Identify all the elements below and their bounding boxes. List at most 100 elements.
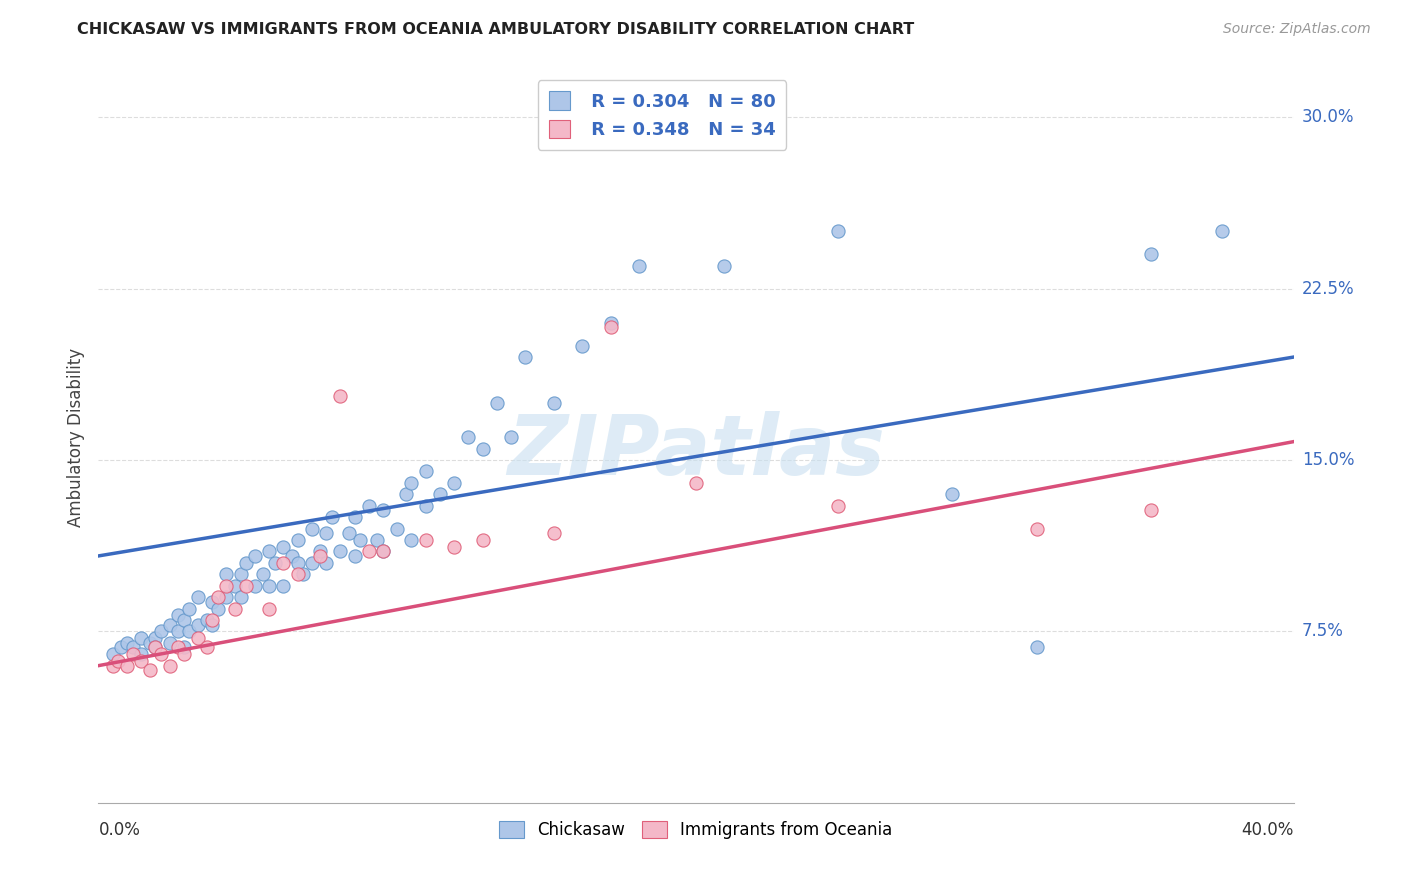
Point	[1140, 247, 1163, 261]
Point	[599, 316, 621, 330]
Point	[107, 654, 129, 668]
Point	[941, 487, 963, 501]
Point	[543, 396, 565, 410]
Text: ZIPatlas: ZIPatlas	[508, 411, 884, 492]
Point	[173, 640, 195, 655]
Point	[179, 601, 201, 615]
Point	[257, 601, 280, 615]
Point	[329, 389, 352, 403]
Point	[457, 430, 479, 444]
Text: 0.0%: 0.0%	[98, 821, 141, 839]
Point	[628, 259, 651, 273]
Point	[415, 464, 437, 478]
Point	[329, 544, 352, 558]
Point	[121, 640, 143, 655]
Point	[471, 533, 494, 547]
Text: 7.5%: 7.5%	[1302, 623, 1344, 640]
Point	[287, 567, 309, 582]
Point	[138, 663, 160, 677]
Point	[215, 579, 238, 593]
Point	[101, 658, 124, 673]
Point	[121, 647, 143, 661]
Point	[243, 549, 266, 563]
Point	[129, 654, 152, 668]
Point	[201, 613, 224, 627]
Point	[443, 475, 465, 490]
Text: 15.0%: 15.0%	[1302, 451, 1354, 469]
Point	[159, 636, 181, 650]
Point	[543, 526, 565, 541]
Point	[515, 350, 537, 364]
Point	[371, 544, 394, 558]
Point	[309, 544, 332, 558]
Point	[159, 658, 181, 673]
Point	[273, 556, 295, 570]
Point	[229, 567, 252, 582]
Point	[201, 617, 224, 632]
Point	[143, 640, 166, 655]
Point	[301, 521, 323, 535]
Point	[371, 544, 394, 558]
Text: 22.5%: 22.5%	[1302, 279, 1354, 298]
Point	[179, 624, 201, 639]
Text: 40.0%: 40.0%	[1241, 821, 1294, 839]
Point	[252, 567, 274, 582]
Point	[366, 533, 388, 547]
Point	[337, 526, 360, 541]
Text: CHICKASAW VS IMMIGRANTS FROM OCEANIA AMBULATORY DISABILITY CORRELATION CHART: CHICKASAW VS IMMIGRANTS FROM OCEANIA AMB…	[77, 22, 914, 37]
Point	[167, 640, 190, 655]
Point	[401, 533, 423, 547]
Point	[357, 499, 380, 513]
Text: Source: ZipAtlas.com: Source: ZipAtlas.com	[1223, 22, 1371, 37]
Point	[229, 590, 252, 604]
Point	[287, 556, 309, 570]
Point	[685, 475, 707, 490]
Point	[207, 601, 229, 615]
Point	[599, 320, 621, 334]
Point	[150, 624, 173, 639]
Point	[138, 636, 160, 650]
Point	[273, 579, 295, 593]
Point	[173, 647, 195, 661]
Point	[713, 259, 735, 273]
Point	[827, 499, 849, 513]
Point	[101, 647, 124, 661]
Point	[167, 608, 190, 623]
Point	[301, 556, 323, 570]
Point	[215, 567, 238, 582]
Point	[224, 601, 246, 615]
Point	[143, 640, 166, 655]
Point	[115, 636, 138, 650]
Point	[129, 647, 152, 661]
Point	[292, 567, 315, 582]
Point	[343, 549, 366, 563]
Point	[309, 549, 332, 563]
Point	[110, 640, 132, 655]
Point	[485, 396, 508, 410]
Point	[201, 595, 224, 609]
Point	[150, 647, 173, 661]
Point	[215, 590, 238, 604]
Point	[357, 544, 380, 558]
Point	[187, 617, 209, 632]
Point	[263, 556, 285, 570]
Point	[385, 521, 409, 535]
Point	[1211, 224, 1233, 238]
Point	[371, 503, 394, 517]
Point	[167, 624, 190, 639]
Point	[471, 442, 494, 456]
Point	[143, 632, 166, 646]
Point	[187, 590, 209, 604]
Point	[315, 526, 337, 541]
Point	[224, 579, 246, 593]
Legend: Chickasaw, Immigrants from Oceania: Chickasaw, Immigrants from Oceania	[492, 814, 900, 846]
Point	[257, 579, 280, 593]
Y-axis label: Ambulatory Disability: Ambulatory Disability	[66, 348, 84, 526]
Point	[187, 632, 209, 646]
Point	[1026, 640, 1049, 655]
Point	[235, 579, 257, 593]
Text: 30.0%: 30.0%	[1302, 108, 1354, 126]
Point	[273, 540, 295, 554]
Point	[499, 430, 522, 444]
Point	[827, 224, 849, 238]
